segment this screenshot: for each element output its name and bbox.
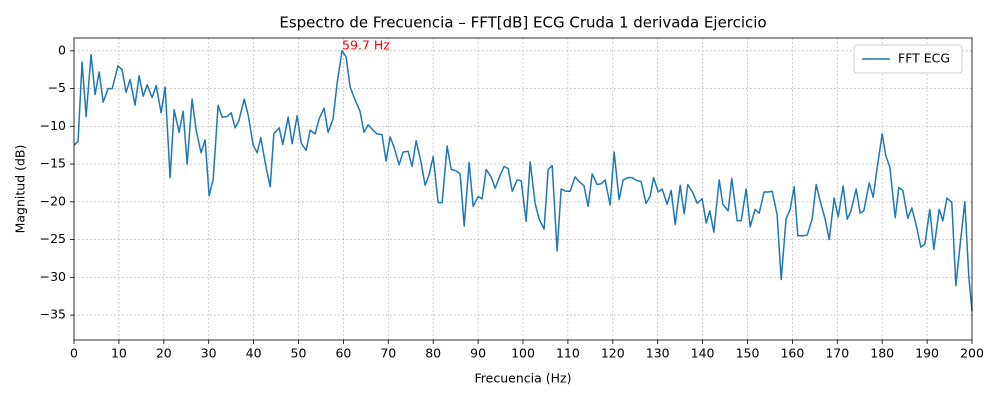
y-tick-label: −35 [40,307,66,322]
y-tick-label: 0 [58,42,66,57]
x-tick-label: 170 [825,346,849,361]
x-tick-label: 90 [470,346,486,361]
plot-frame [73,37,973,341]
y-tick-label: −15 [40,156,66,171]
x-tick-label: 0 [70,346,78,361]
x-tick-label: 190 [915,346,939,361]
y-tick-label: −30 [40,269,66,284]
legend-box [853,44,963,74]
x-tick-label: 130 [646,346,670,361]
x-tick-label: 20 [156,346,172,361]
x-tick-label: 40 [246,346,262,361]
x-tick-label: 160 [780,346,804,361]
x-tick-label: 80 [425,346,441,361]
y-axis-label: Magnitud (dB) [13,145,28,234]
data-line [73,50,973,312]
y-tick-label: −25 [40,231,66,246]
x-tick-label: 50 [291,346,307,361]
chart-title: Espectro de Frecuencia – FFT[dB] ECG Cru… [279,14,766,32]
x-tick-label: 110 [556,346,580,361]
x-tick-label: 70 [380,346,396,361]
y-tick-label: −10 [40,118,66,133]
x-tick-label: 150 [736,346,760,361]
y-tick-label: −5 [48,80,66,95]
x-tick-label: 180 [870,346,894,361]
y-tick-label: −20 [40,193,66,208]
annotation: 59.7 Hz [342,37,390,52]
x-tick-label: 140 [691,346,715,361]
legend-label: FFT ECG [898,51,950,66]
x-tick-label: 60 [335,346,351,361]
x-tick-label: 30 [201,346,217,361]
x-tick-label: 100 [511,346,535,361]
x-tick-label: 10 [111,346,127,361]
x-tick-label: 200 [960,346,984,361]
x-tick-label: 120 [601,346,625,361]
x-axis-label: Frecuencia (Hz) [475,371,572,386]
